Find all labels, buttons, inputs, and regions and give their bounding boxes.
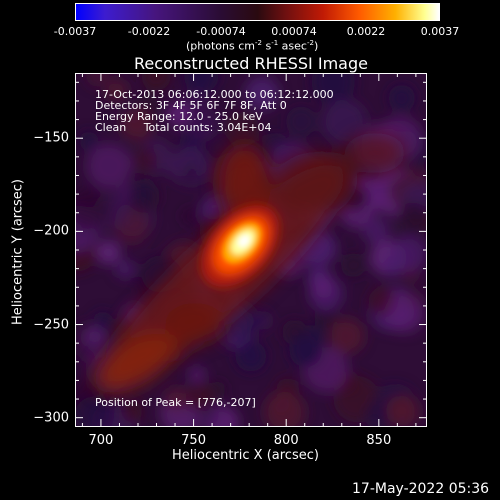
annotation-line-3: Energy Range: 12.0 - 25.0 keV bbox=[95, 110, 263, 123]
x-tick-label: 750 bbox=[181, 433, 206, 448]
colorbar-tick-label: 0.00074 bbox=[271, 25, 317, 38]
units-sup: -2 bbox=[254, 39, 262, 47]
y-tick-label: −250 bbox=[33, 317, 69, 333]
colorbar-tick-label: 0.0037 bbox=[420, 25, 460, 38]
annotation-line-2: Detectors: 3F 4F 5F 6F 7F 8F, Att 0 bbox=[95, 99, 287, 112]
colorbar-tick-label: 0.0022 bbox=[346, 25, 386, 38]
annotation-line-4: Clean Total counts: 3.04E+04 bbox=[95, 121, 272, 134]
x-tick-label: 850 bbox=[366, 433, 392, 448]
colorbar-tick-label: -0.0037 bbox=[53, 25, 97, 38]
axis-ticks bbox=[75, 73, 427, 427]
peak-position-label: Position of Peak = [776,-207] bbox=[95, 396, 256, 409]
units-sup: -1 bbox=[271, 39, 279, 47]
y-tick-label: −300 bbox=[33, 410, 69, 426]
colorbar bbox=[75, 3, 440, 21]
units-text: asec bbox=[278, 39, 307, 53]
x-tick-label: 700 bbox=[88, 433, 114, 448]
colorbar-tick-label: -0.0022 bbox=[127, 25, 171, 38]
y-axis-label: Heliocentric Y (arcsec) bbox=[10, 179, 26, 325]
generation-timestamp: 17-May-2022 05:36 bbox=[352, 481, 490, 497]
x-axis-label: Heliocentric X (arcsec) bbox=[172, 448, 319, 463]
annotation-line-1: 17-Oct-2013 06:06:12.000 to 06:12:12.000 bbox=[95, 88, 334, 101]
x-tick-label: 800 bbox=[273, 433, 299, 448]
chart-title: Reconstructed RHESSI Image bbox=[134, 54, 368, 73]
units-text: ) bbox=[313, 39, 319, 53]
y-tick-label: −200 bbox=[33, 223, 69, 239]
y-tick-label: −150 bbox=[33, 130, 69, 146]
units-text: (photons cm bbox=[186, 39, 255, 53]
units-text: s bbox=[261, 39, 272, 53]
units-sup: -2 bbox=[306, 39, 314, 47]
colorbar-units: (photons cm-2 s-1 asec-2) bbox=[186, 39, 318, 53]
colorbar-tick-label: -0.00074 bbox=[196, 25, 246, 38]
flare-core bbox=[222, 222, 262, 264]
heatmap-plot bbox=[75, 73, 427, 427]
